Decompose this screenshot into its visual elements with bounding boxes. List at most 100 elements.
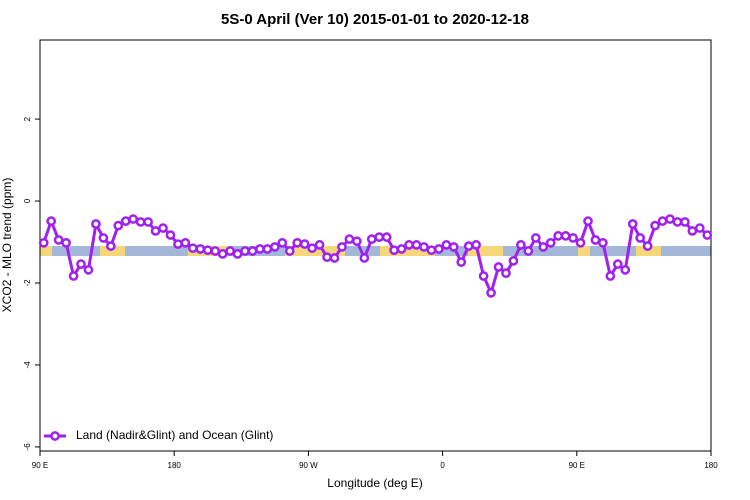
y-tick-label: 0 — [23, 198, 32, 203]
data-point — [478, 271, 489, 281]
data-point — [292, 237, 303, 248]
data-point — [501, 268, 511, 279]
data-point — [187, 243, 198, 254]
data-point — [158, 223, 168, 233]
data-point — [419, 242, 429, 252]
data-point — [46, 216, 57, 226]
y-axis-label: XCO2 - MLO trend (ppm) — [0, 178, 14, 313]
x-tick-label: 90 E — [32, 461, 48, 470]
data-point — [396, 244, 407, 254]
data-point — [38, 237, 49, 248]
data-point — [665, 214, 675, 224]
data-point — [128, 214, 139, 224]
data-point — [277, 237, 288, 248]
data-point — [284, 246, 295, 256]
data-point — [635, 233, 646, 243]
data-point — [299, 239, 310, 249]
data-point — [657, 216, 668, 226]
data-point — [307, 243, 317, 254]
data-point — [352, 236, 362, 247]
data-point — [120, 216, 131, 226]
data-point — [247, 246, 258, 256]
data-point — [76, 259, 86, 269]
data-point — [232, 249, 243, 259]
data-point — [217, 249, 228, 259]
data-point — [389, 245, 399, 256]
data-point — [404, 240, 414, 250]
data-point — [463, 241, 474, 251]
data-point — [83, 265, 94, 275]
y-tick-label: -2 — [23, 279, 32, 287]
x-tick-label: 180 — [704, 461, 718, 470]
data-point — [165, 230, 176, 240]
data-point — [516, 240, 526, 250]
x-tick-label: 0 — [440, 461, 445, 470]
map-strip — [40, 246, 711, 256]
data-point — [53, 235, 64, 245]
data-point — [434, 244, 444, 254]
data-point — [135, 217, 146, 227]
y-tick-label: -6 — [23, 443, 32, 451]
legend-marker — [50, 431, 60, 441]
data-point — [426, 245, 437, 256]
data-point — [359, 253, 370, 263]
data-point — [598, 237, 608, 248]
data-point — [627, 219, 638, 229]
data-point — [702, 230, 713, 240]
data-point — [322, 252, 332, 263]
data-point — [523, 246, 534, 256]
data-point — [240, 246, 250, 256]
legend-label: Land (Nadir&Glint) and Ocean (Glint) — [76, 428, 273, 442]
data-point — [553, 231, 564, 241]
data-point — [91, 219, 101, 229]
data-point — [471, 240, 481, 250]
data-point — [314, 240, 325, 250]
data-point — [344, 234, 355, 244]
data-point — [441, 240, 452, 250]
data-point — [68, 271, 79, 281]
data-point — [508, 256, 519, 266]
data-point — [545, 237, 556, 248]
data-point — [672, 217, 683, 227]
data-point — [575, 237, 586, 248]
data-point — [195, 244, 206, 254]
data-point — [150, 226, 161, 236]
data-point — [374, 232, 385, 242]
y-tick-label: 2 — [23, 116, 32, 121]
data-point — [270, 242, 280, 252]
data-point — [105, 241, 116, 251]
data-point — [568, 233, 578, 243]
data-point — [255, 244, 265, 254]
x-tick-label: 90 E — [569, 461, 585, 470]
x-axis-label: Longitude (deg E) — [327, 476, 422, 490]
data-point — [530, 233, 541, 243]
data-point — [61, 237, 71, 248]
data-point — [493, 262, 504, 272]
data-point — [456, 257, 467, 267]
data-point — [448, 242, 459, 252]
data-point — [98, 233, 109, 243]
data-point — [366, 234, 377, 244]
data-point — [486, 287, 496, 298]
data-point — [605, 271, 616, 281]
data-point — [202, 245, 213, 256]
data-point — [143, 217, 153, 227]
data-point — [262, 244, 273, 254]
data-point — [225, 246, 235, 256]
data-point — [173, 239, 183, 249]
data-point — [411, 240, 422, 250]
data-point — [560, 231, 571, 241]
data-point — [180, 237, 191, 248]
data-point — [337, 242, 347, 252]
data-point — [612, 259, 623, 269]
data-point — [642, 241, 653, 251]
data-point — [620, 265, 631, 275]
data-point — [694, 223, 705, 233]
x-tick-label: 180 — [168, 461, 182, 470]
plot-frame — [39, 39, 712, 452]
chart-title: 5S-0 April (Ver 10) 2015-01-01 to 2020-1… — [221, 11, 529, 28]
data-point — [538, 242, 549, 252]
data-point — [381, 232, 392, 242]
x-tick-label: 90 W — [299, 461, 318, 470]
